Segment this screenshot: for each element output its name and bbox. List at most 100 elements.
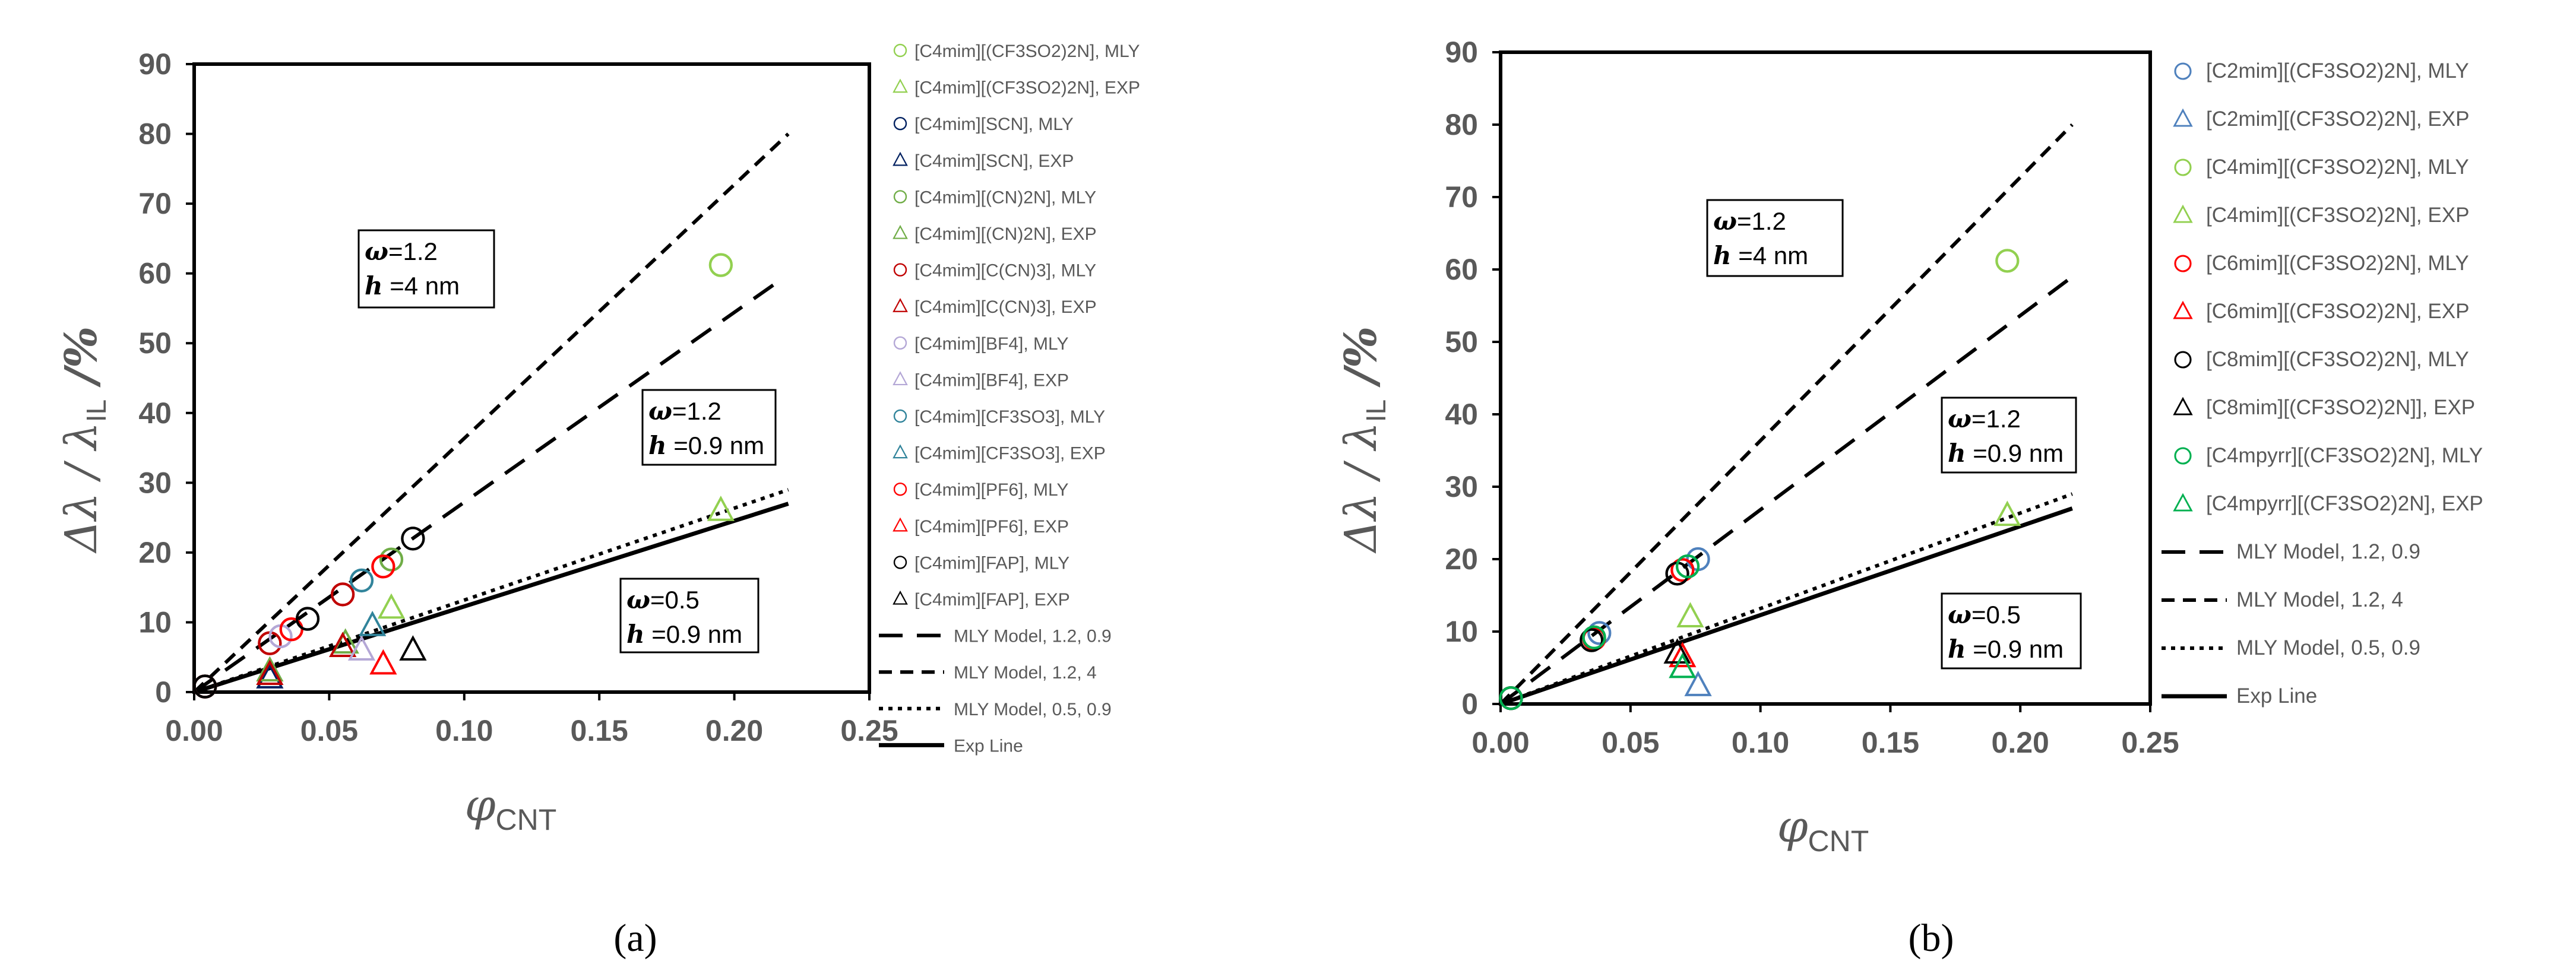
legend-item: [C4mim][BF4], EXP	[893, 370, 1069, 390]
legend-marker	[893, 78, 908, 93]
annotation-omega: ω=0.5	[626, 585, 700, 614]
legend-marker	[893, 483, 907, 496]
legend-label: [C8mim][(CF3SO2)2N], MLY	[2206, 348, 2469, 371]
annotation-omega: ω=1.2	[365, 237, 438, 266]
x-tick-label: 0.00	[1471, 726, 1529, 759]
legend-marker	[2174, 62, 2192, 80]
model-line-dash	[192, 132, 790, 694]
legend-item: [C6mim][(CF3SO2)2N], EXP	[2173, 300, 2469, 323]
y-axis-label-sub: IL	[81, 399, 112, 422]
legend-item: MLY Model, 1.2, 0.9	[879, 627, 1112, 646]
legend-marker	[893, 263, 907, 277]
legend-label: [C2mim][(CF3SO2)2N], EXP	[2206, 107, 2469, 131]
legend-label: MLY Model, 1.2, 0.9	[2236, 540, 2420, 563]
legend-label: [C4mim][BF4], EXP	[914, 370, 1069, 390]
x-tick-label: 0.20	[705, 714, 763, 747]
legend-marker	[2174, 255, 2192, 272]
data-point-circle	[1995, 249, 2020, 273]
legend-item: [C4mim][(CF3SO2)2N], MLY	[2174, 156, 2469, 179]
legend-item: MLY Model, 1.2, 4	[879, 663, 1097, 683]
model-line-longdash	[1499, 275, 2074, 706]
legend-marker	[2174, 447, 2192, 465]
legend-label: [C4mim][PF6], EXP	[914, 517, 1069, 537]
y-tick-label: 30	[138, 466, 172, 499]
annotation-h-symbol: h	[365, 271, 383, 300]
legend-item: [C4mim][(CF3SO2)2N], MLY	[893, 42, 1140, 61]
legend-item: [C4mim][SCN], MLY	[893, 115, 1074, 134]
annotation-omega: ω=0.5	[1948, 600, 2021, 629]
data-point-triangle	[256, 656, 284, 682]
legend-label: [C2mim][(CF3SO2)2N], MLY	[2206, 59, 2469, 83]
annotation-h: h =0.9 nm	[1948, 439, 2064, 468]
annotation-omega-symbol: ω	[1713, 207, 1737, 236]
annotation-omega-value: =1.2	[672, 397, 721, 425]
legend-marker	[893, 336, 907, 350]
legend-label: [C4mim][(CN)2N], MLY	[914, 188, 1096, 207]
data-point-circle	[1499, 686, 1523, 710]
data-point-circle	[349, 568, 374, 593]
annotation-omega: ω=1.2	[1948, 404, 2021, 433]
data-point-triangle	[1684, 671, 1712, 696]
legend-label: MLY Model, 1.2, 0.9	[954, 627, 1112, 646]
x-tick-label: 0.15	[1862, 726, 1919, 759]
model-line-dash	[1499, 123, 2074, 706]
y-tick-label: 30	[1445, 470, 1478, 503]
data-point-triangle	[1669, 652, 1697, 678]
x-tick-label: 0.25	[2121, 726, 2179, 759]
data-point-triangle	[369, 649, 397, 675]
legend-item: [C4mim][(CF3SO2)2N], EXP	[2173, 204, 2469, 227]
data-point-circle	[379, 547, 404, 572]
data-point-triangle	[347, 635, 376, 661]
model-line-solid	[193, 502, 789, 694]
legend-label: [C4mim][CF3SO3], MLY	[914, 407, 1105, 427]
y-tick-label: 10	[138, 605, 172, 639]
data-point-circle	[371, 554, 395, 579]
data-point-circle	[1579, 628, 1604, 652]
annotation-box	[619, 578, 759, 654]
x-axis-label-main: φ	[1777, 801, 1808, 852]
legend-item: [C4mpyrr][(CF3SO2)2N], MLY	[2174, 444, 2483, 467]
legend-label: [C4mim][(CN)2N], EXP	[914, 224, 1097, 244]
annotation-omega-symbol: ω	[1948, 600, 1971, 629]
x-axis-label-sub: CNT	[1808, 824, 1869, 858]
annotation-h-value: =4 nm	[1732, 242, 1809, 269]
legend-marker	[2173, 493, 2193, 512]
y-tick-label: 70	[138, 187, 172, 220]
y-tick-label: 70	[1445, 180, 1478, 214]
annotation-box	[1941, 396, 2077, 474]
legend-marker	[893, 371, 908, 386]
y-axis-label-main: Δλ / λ	[56, 422, 107, 554]
legend-item: [C8mim][(CF3SO2)2N]], EXP	[2173, 396, 2475, 419]
annotation-box	[1706, 199, 1844, 277]
legend-label: [C8mim][(CF3SO2)2N]], EXP	[2206, 396, 2475, 419]
annotation-box	[1941, 592, 2082, 670]
annotation-h-symbol: h	[1948, 439, 1966, 468]
legend-item: Exp Line	[879, 736, 1023, 756]
data-point-circle	[1582, 625, 1606, 649]
annotation-omega-value: =0.5	[1971, 601, 2021, 629]
x-tick-label: 0.10	[435, 714, 493, 747]
legend-label: [C4mim][PF6], MLY	[914, 480, 1068, 500]
data-point-triangle	[256, 659, 284, 685]
legend-marker	[893, 190, 907, 204]
y-tick-label: 80	[138, 118, 172, 151]
annotation-omega-value: =0.5	[650, 586, 700, 614]
y-axis-label: Δλ / λIL /%	[56, 326, 112, 554]
legend-label: [C4mim][FAP], MLY	[914, 553, 1069, 573]
y-tick-label: 90	[138, 47, 172, 81]
x-tick-label: 0.20	[1992, 726, 2049, 759]
data-point-triangle	[359, 610, 387, 636]
data-point-circle	[1675, 554, 1700, 579]
legend-item: [C4mim][PF6], MLY	[893, 480, 1068, 500]
y-axis-label-suffix: /%	[56, 326, 107, 399]
data-point-triangle	[1993, 500, 2021, 526]
y-tick-label: 80	[1445, 108, 1478, 141]
data-point-circle	[330, 582, 355, 607]
legend-item: [C4mim][(CN)2N], MLY	[893, 188, 1096, 207]
legend-item: [C4mim][CF3SO3], MLY	[893, 407, 1105, 427]
annotation-box	[357, 229, 495, 309]
legend-item: MLY Model, 0.5, 0.9	[879, 700, 1112, 719]
annotation-h-symbol: h	[1948, 635, 1966, 664]
legend-marker	[893, 590, 908, 605]
annotation-h: h =0.9 nm	[648, 431, 764, 460]
